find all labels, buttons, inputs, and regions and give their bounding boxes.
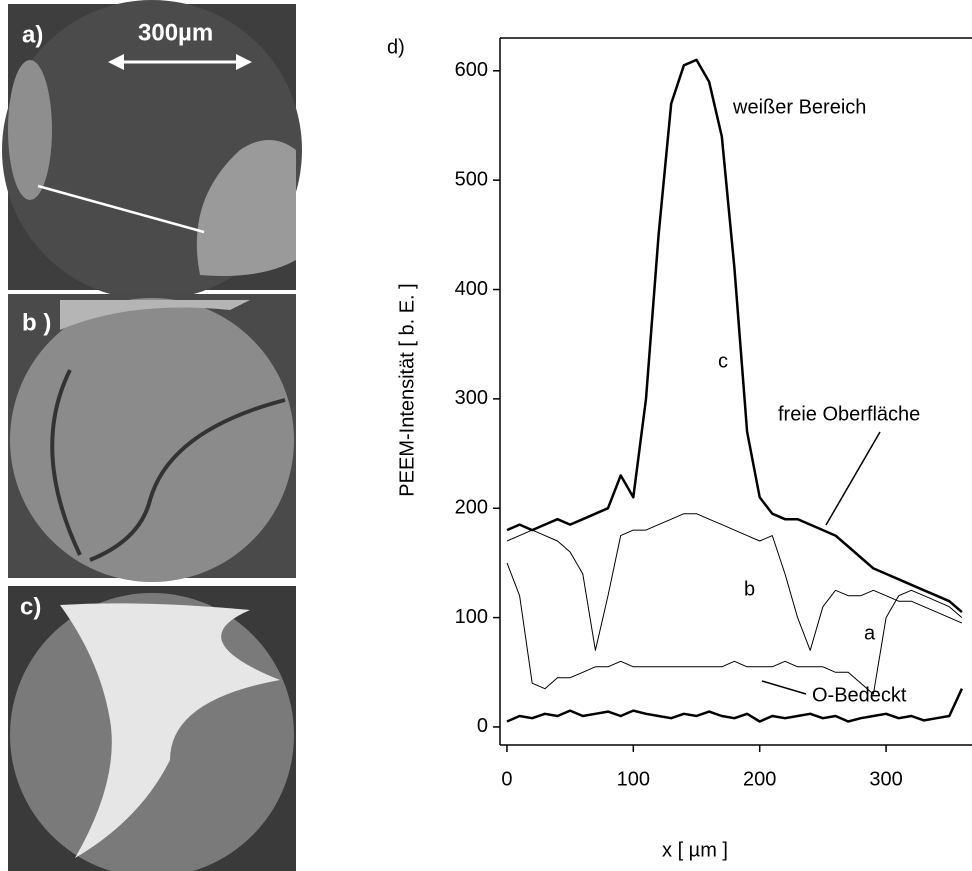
x-tick-label: 200	[743, 768, 776, 790]
series-line	[506, 58, 963, 614]
x-tick-label: 300	[869, 768, 902, 790]
y-tick-label: 400	[455, 278, 488, 300]
y-tick-label: 200	[455, 497, 488, 519]
y-tick-label: 600	[455, 59, 488, 81]
series-label: b	[744, 578, 755, 600]
pointer	[761, 680, 807, 695]
pointer	[825, 431, 881, 526]
annotation: freie Oberfläche	[778, 403, 920, 425]
chart-title: d)	[387, 36, 405, 58]
series-line	[506, 513, 963, 651]
panel-label: a)	[22, 21, 43, 48]
scale-label: 300µm	[138, 19, 213, 46]
y-tick-label: 500	[455, 168, 488, 190]
annotation: weißer Bereich	[732, 96, 866, 118]
y-tick-label: 300	[455, 387, 488, 409]
x-axis-label: x [ µm ]	[662, 839, 728, 861]
y-tick-label: 100	[455, 606, 488, 628]
x-tick-label: 100	[617, 768, 650, 790]
micrograph-b: b )	[8, 294, 296, 582]
series-label: a	[864, 622, 876, 644]
micrograph-c: c)	[8, 586, 296, 871]
panel-label: c)	[20, 593, 41, 620]
micrograph-a: a) 300µm	[2, 0, 302, 300]
y-tick-label: 0	[477, 715, 488, 737]
series-label: O-Bedeckt	[812, 684, 907, 706]
y-axis-label: PEEM-Intensität [ b. E. ]	[396, 283, 418, 496]
series-line	[506, 688, 964, 723]
panel-label: b )	[22, 309, 51, 336]
series-line	[506, 562, 963, 695]
series-label: c	[718, 350, 728, 372]
x-tick-label: 0	[501, 768, 512, 790]
